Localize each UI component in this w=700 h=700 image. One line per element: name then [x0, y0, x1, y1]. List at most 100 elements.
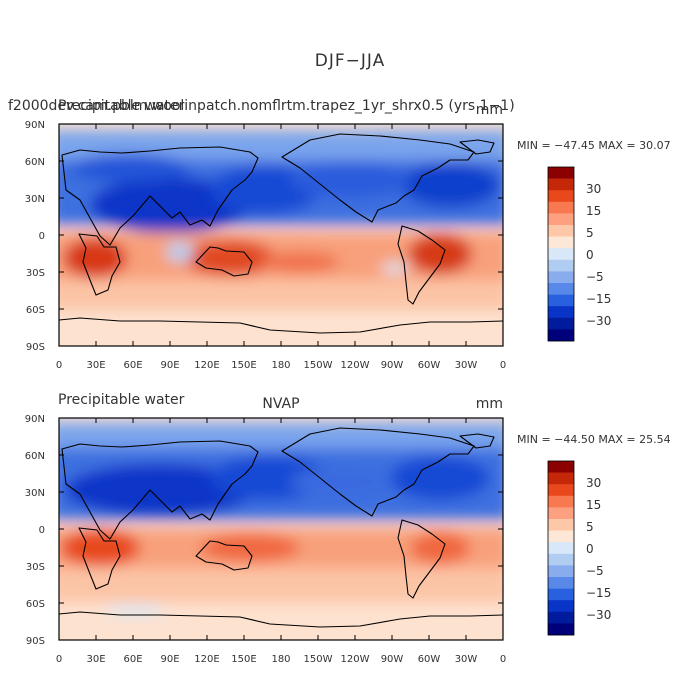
- bottom-lon-tick-3: 90E: [160, 654, 179, 665]
- top-colorbar-swatch: [548, 178, 574, 191]
- bottom-colorbar-swatch: [548, 588, 574, 601]
- top-panel-extrema: MIN = −47.45 MAX = 30.07: [517, 139, 671, 152]
- bottom-lat-tick-0: 90N: [25, 414, 45, 425]
- bottom-colorbar-swatch: [548, 600, 574, 613]
- top-coastlines: [59, 133, 503, 334]
- bottom-lat-tick-2: 30N: [25, 488, 45, 499]
- top-colorbar-label-4: −5: [586, 270, 604, 284]
- bottom-colorbar-label-4: −5: [586, 564, 604, 578]
- top-colorbar-swatch: [548, 201, 574, 214]
- top-colorbar-label-3: 0: [586, 248, 594, 262]
- top-panel-units: mm: [476, 102, 503, 118]
- bottom-lat-tick-5: 60S: [26, 599, 45, 610]
- top-colorbar-swatch: [548, 329, 574, 342]
- top-colorbar-swatch: [548, 259, 574, 272]
- bottom-lon-tick-10: 60W: [418, 654, 441, 665]
- bottom-colorbar: 30 15 5 0 −5 −15 −30: [547, 460, 611, 636]
- bottom-colorbar-swatch: [548, 565, 574, 578]
- bottom-colorbar-swatch: [548, 495, 574, 508]
- top-colorbar-label-6: −30: [586, 314, 611, 328]
- top-colorbar-label-5: −15: [586, 292, 611, 306]
- bottom-colorbar-swatch: [548, 519, 574, 531]
- bottom-panel-extrema: MIN = −44.50 MAX = 25.54: [517, 433, 671, 446]
- top-colorbar-label-1: 15: [586, 204, 601, 218]
- bottom-lon-tick-9: 90W: [381, 654, 404, 665]
- bottom-lon-tick-5: 150E: [231, 654, 256, 665]
- top-colorbar-swatch: [548, 283, 574, 295]
- top-lon-tick-3: 90E: [160, 360, 179, 371]
- top-colorbar-swatch: [548, 271, 574, 284]
- bottom-lat-tick-4: 30S: [26, 562, 45, 573]
- bottom-colorbar-swatch: [548, 472, 574, 485]
- bottom-lon-tick-8: 120W: [341, 654, 370, 665]
- top-lon-tick-7: 150W: [304, 360, 333, 371]
- top-colorbar-swatches: [547, 166, 575, 342]
- top-lat-tick-2: 30N: [25, 194, 45, 205]
- bottom-colorbar-swatch: [548, 611, 574, 624]
- bottom-colorbar-label-6: −30: [586, 608, 611, 622]
- top-colorbar-swatch: [548, 294, 574, 307]
- top-panel-case-label: f2000dev.cam.pblm.woolinpatch.nomflrtm.t…: [8, 98, 515, 114]
- top-colorbar-swatch: [548, 213, 574, 226]
- top-lon-tick-8: 120W: [341, 360, 370, 371]
- bottom-colorbar-label-2: 5: [586, 520, 594, 534]
- top-colorbar-swatch: [548, 317, 574, 330]
- bottom-coastlines: [59, 427, 503, 628]
- bottom-lon-tick-2: 60E: [123, 654, 142, 665]
- bottom-lon-tick-7: 150W: [304, 654, 333, 665]
- figure-title: DJF−JJA: [315, 51, 385, 71]
- bottom-lon-tick-6: 180: [271, 654, 290, 665]
- top-panel: f2000dev.cam.pblm.woolinpatch.nomflrtm.t…: [8, 98, 671, 371]
- top-lat-tick-4: 30S: [26, 268, 45, 279]
- bottom-colorbar-swatch: [548, 553, 574, 566]
- bottom-colorbar-label-5: −15: [586, 586, 611, 600]
- top-colorbar-swatch: [548, 236, 574, 249]
- top-lon-tick-4: 120E: [194, 360, 219, 371]
- bottom-colorbar-label-0: 30: [586, 476, 601, 490]
- bottom-lon-tick-0: 0: [56, 654, 62, 665]
- top-colorbar-swatch: [548, 167, 574, 179]
- bottom-colorbar-swatch: [548, 623, 574, 636]
- bottom-colorbar-swatch: [548, 484, 574, 497]
- bottom-colorbar-swatches: [547, 460, 575, 636]
- bottom-panel-source-label: NVAP: [262, 396, 299, 412]
- top-lat-tick-5: 60S: [26, 305, 45, 316]
- top-lon-tick-12: 0: [500, 360, 506, 371]
- bottom-lon-tick-11: 30W: [455, 654, 478, 665]
- top-colorbar-swatch: [548, 306, 574, 319]
- bottom-panel-units: mm: [476, 396, 503, 412]
- top-colorbar-frame: [547, 166, 575, 342]
- top-panel-variable-label: Precipitable water: [58, 98, 185, 114]
- bottom-lat-tick-1: 60N: [25, 451, 45, 462]
- top-precipitable-water-field: [59, 124, 503, 346]
- bottom-colorbar-swatch: [548, 507, 574, 520]
- bottom-colorbar-label-3: 0: [586, 542, 594, 556]
- top-lon-tick-0: 0: [56, 360, 62, 371]
- top-lon-tick-11: 30W: [455, 360, 478, 371]
- top-colorbar-swatch: [548, 225, 574, 237]
- bottom-precipitable-water-field: [59, 418, 503, 640]
- bottom-lon-tick-4: 120E: [194, 654, 219, 665]
- top-colorbar-label-0: 30: [586, 182, 601, 196]
- bottom-panel-variable-label: Precipitable water: [58, 392, 185, 408]
- bottom-tick-marks: [59, 418, 503, 640]
- top-longitude-axis: 0 30E 60E 90E 120E 150E 180 150W 120W 90…: [56, 360, 506, 371]
- top-lat-tick-6: 90S: [26, 342, 45, 353]
- top-colorbar-label-2: 5: [586, 226, 594, 240]
- top-lon-tick-6: 180: [271, 360, 290, 371]
- top-lon-tick-2: 60E: [123, 360, 142, 371]
- top-lat-tick-1: 60N: [25, 157, 45, 168]
- bottom-colorbar-swatch: [548, 461, 574, 473]
- top-lat-tick-0: 90N: [25, 120, 45, 131]
- top-lon-tick-5: 150E: [231, 360, 256, 371]
- bottom-lon-tick-1: 30E: [86, 654, 105, 665]
- top-lon-tick-9: 90W: [381, 360, 404, 371]
- bottom-lon-tick-12: 0: [500, 654, 506, 665]
- bottom-colorbar-swatch: [548, 530, 574, 543]
- bottom-panel: Precipitable water NVAP mm MIN = −44.50 …: [25, 392, 671, 665]
- top-lat-tick-3: 0: [39, 231, 45, 242]
- top-lon-tick-10: 60W: [418, 360, 441, 371]
- top-tick-marks: [59, 124, 503, 346]
- bottom-latitude-axis: 90N 60N 30N 0 30S 60S 90S: [25, 414, 45, 647]
